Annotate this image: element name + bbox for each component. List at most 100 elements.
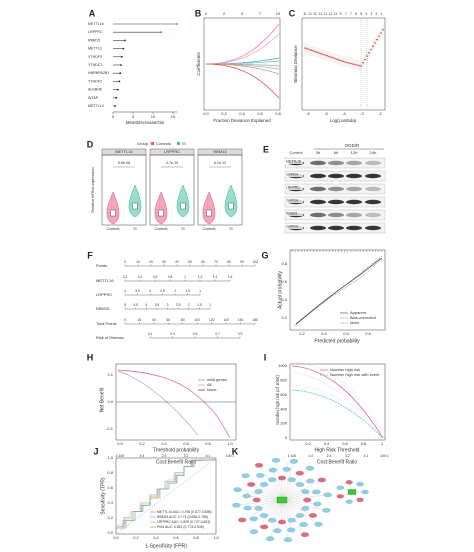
network-node — [254, 489, 263, 494]
lollipop-dot — [122, 47, 125, 50]
curve — [202, 191, 216, 225]
legend-label: Apparent — [350, 310, 367, 315]
band — [346, 160, 362, 166]
scale-tick: 120 — [209, 318, 215, 322]
network-node — [287, 527, 296, 533]
x-tick: 5 — [132, 114, 135, 119]
top-tick: 11 — [334, 12, 338, 16]
scale-tick: 0.7 — [215, 332, 220, 336]
line — [281, 473, 300, 501]
top-tick: 11 — [308, 12, 312, 16]
column-label: 3h — [316, 150, 320, 155]
network-node — [277, 475, 287, 481]
scale-tick: 90 — [240, 260, 244, 264]
cb-tick: 1:4 — [308, 454, 313, 458]
panel-label: D — [87, 139, 94, 149]
network-node — [306, 478, 315, 484]
band — [328, 199, 344, 205]
network-node — [345, 499, 353, 504]
network-node — [301, 506, 310, 511]
cv-dot — [312, 50, 314, 52]
x-tick: 0.0 — [203, 111, 209, 116]
network-node — [232, 502, 241, 508]
network-node — [323, 492, 332, 498]
facet-title: RBM15 — [213, 149, 227, 154]
row-label-bg — [285, 198, 303, 203]
y-axis-title: Actual probability — [277, 270, 283, 309]
cb-tick: 1:100 — [288, 454, 297, 458]
line — [281, 499, 306, 535]
band — [346, 173, 362, 179]
network-node — [336, 494, 344, 499]
cv-dot — [340, 59, 342, 62]
network-node — [303, 497, 312, 503]
network-node — [287, 518, 296, 523]
scale-tick: 0.6 — [153, 275, 158, 279]
x-tick: 0.6 — [183, 441, 189, 446]
x-tick: 15 — [171, 114, 176, 119]
curve — [205, 63, 280, 99]
scale-tick: 70 — [214, 260, 218, 264]
band — [310, 225, 326, 231]
line — [237, 489, 283, 501]
scale-tick: 40 — [175, 260, 179, 264]
x-tick: IS — [229, 227, 233, 231]
network-node — [283, 537, 293, 542]
scale-tick: 40 — [152, 318, 156, 322]
top-tick: 4 — [365, 12, 367, 16]
cv-dot — [376, 38, 378, 41]
cb-tick: 3:2 — [345, 454, 350, 458]
y-tick: 0.4 — [107, 500, 113, 505]
x-tick: 0.4 — [239, 111, 245, 116]
band — [365, 186, 381, 192]
legend-label: None — [207, 387, 217, 392]
x-tick: -2 — [378, 111, 382, 116]
scale-tick: 1 — [199, 289, 201, 293]
feature-label: YTHDC2 — [88, 63, 102, 67]
x-tick: 10 — [151, 114, 156, 119]
legend-label: Pred AUC: 0.851 (0.773-0.948) — [157, 525, 204, 529]
cv-dot — [364, 58, 366, 61]
network-node — [273, 528, 282, 534]
curve — [291, 389, 384, 439]
scale-tick: 30 — [162, 260, 166, 264]
top-tick: 7 — [259, 11, 262, 16]
x-tick: 0.8 — [365, 331, 371, 336]
scale-tick: 2 — [188, 303, 190, 307]
scale-tick: 0.8 — [168, 275, 173, 279]
x-axis-title: Fraction Deviance Explained — [213, 118, 271, 123]
legend-label: m6A genes — [207, 377, 227, 382]
feature-label: METTL3 — [88, 47, 102, 51]
top-tick: 11 — [303, 12, 307, 16]
curve — [291, 384, 384, 435]
x-tick: 0.8 — [361, 441, 367, 446]
curve — [117, 369, 231, 439]
cb-tick: 100:1 — [226, 454, 235, 458]
x-tick: 0.4 — [161, 441, 167, 446]
group-label: OGD/R — [345, 143, 361, 148]
y-tick: 1.0 — [107, 455, 113, 460]
network-node — [243, 505, 252, 511]
band — [328, 173, 344, 179]
top-tick: 7 — [345, 12, 347, 16]
band — [365, 225, 381, 231]
cv-dot — [338, 59, 340, 61]
scale-tick: 0.2 — [123, 275, 128, 279]
box — [132, 202, 138, 210]
x-axis-title: Log(Lambda) — [330, 118, 357, 123]
network-node — [356, 497, 364, 502]
network-node — [252, 497, 261, 503]
x-tick: 0.4 — [324, 441, 330, 446]
curve — [295, 258, 383, 326]
cv-dot — [304, 47, 306, 49]
x-tick: 0.4 — [321, 331, 327, 336]
network-node — [317, 477, 326, 483]
network-node — [233, 487, 242, 492]
network-node — [345, 480, 353, 485]
curve — [295, 257, 383, 325]
y-tick: 400 — [280, 406, 287, 411]
scale-tick: 0 — [124, 260, 126, 264]
cb-tick: 2:3 — [162, 454, 167, 458]
top-tick: 9 — [340, 12, 342, 16]
cb-tick: 4:1 — [206, 454, 211, 458]
